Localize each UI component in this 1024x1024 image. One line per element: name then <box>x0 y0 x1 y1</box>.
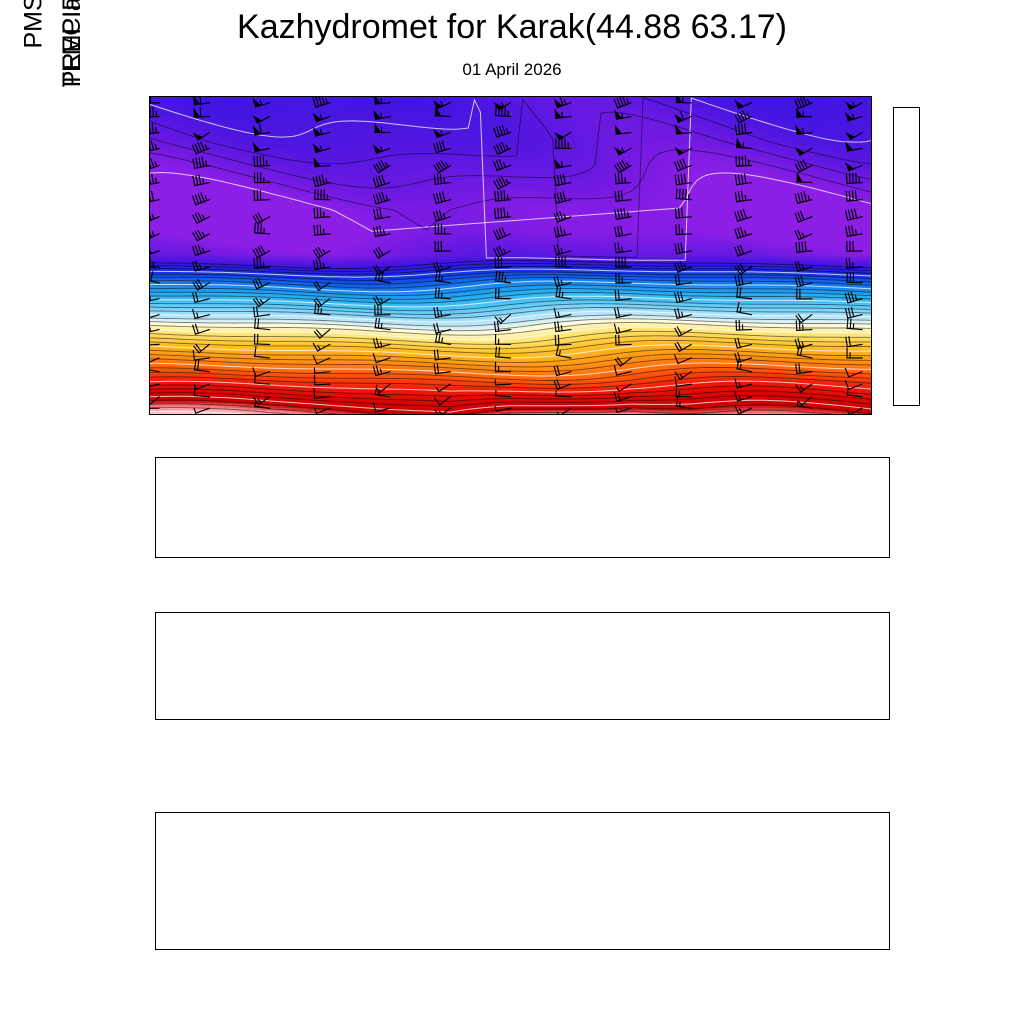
precip-axis-label: PRECIP, mm <box>58 0 87 87</box>
page-subtitle: 01 April 2026 <box>0 60 1024 80</box>
main-plot-frame <box>149 96 872 415</box>
page-title: Kazhydromet for Karak(44.88 63.17) <box>0 8 1024 47</box>
colorbar-gradient <box>894 108 919 405</box>
precip-plot <box>155 812 890 950</box>
pmsl-plot <box>155 457 890 558</box>
pmsl-series <box>155 457 890 558</box>
precip-series <box>155 812 890 950</box>
pmsl-axis-label: PMSL <box>20 0 49 49</box>
temperature-cross-section-plot <box>149 96 872 415</box>
temp-series <box>155 612 890 720</box>
colorbar <box>893 107 920 406</box>
temp-plot <box>155 612 890 720</box>
